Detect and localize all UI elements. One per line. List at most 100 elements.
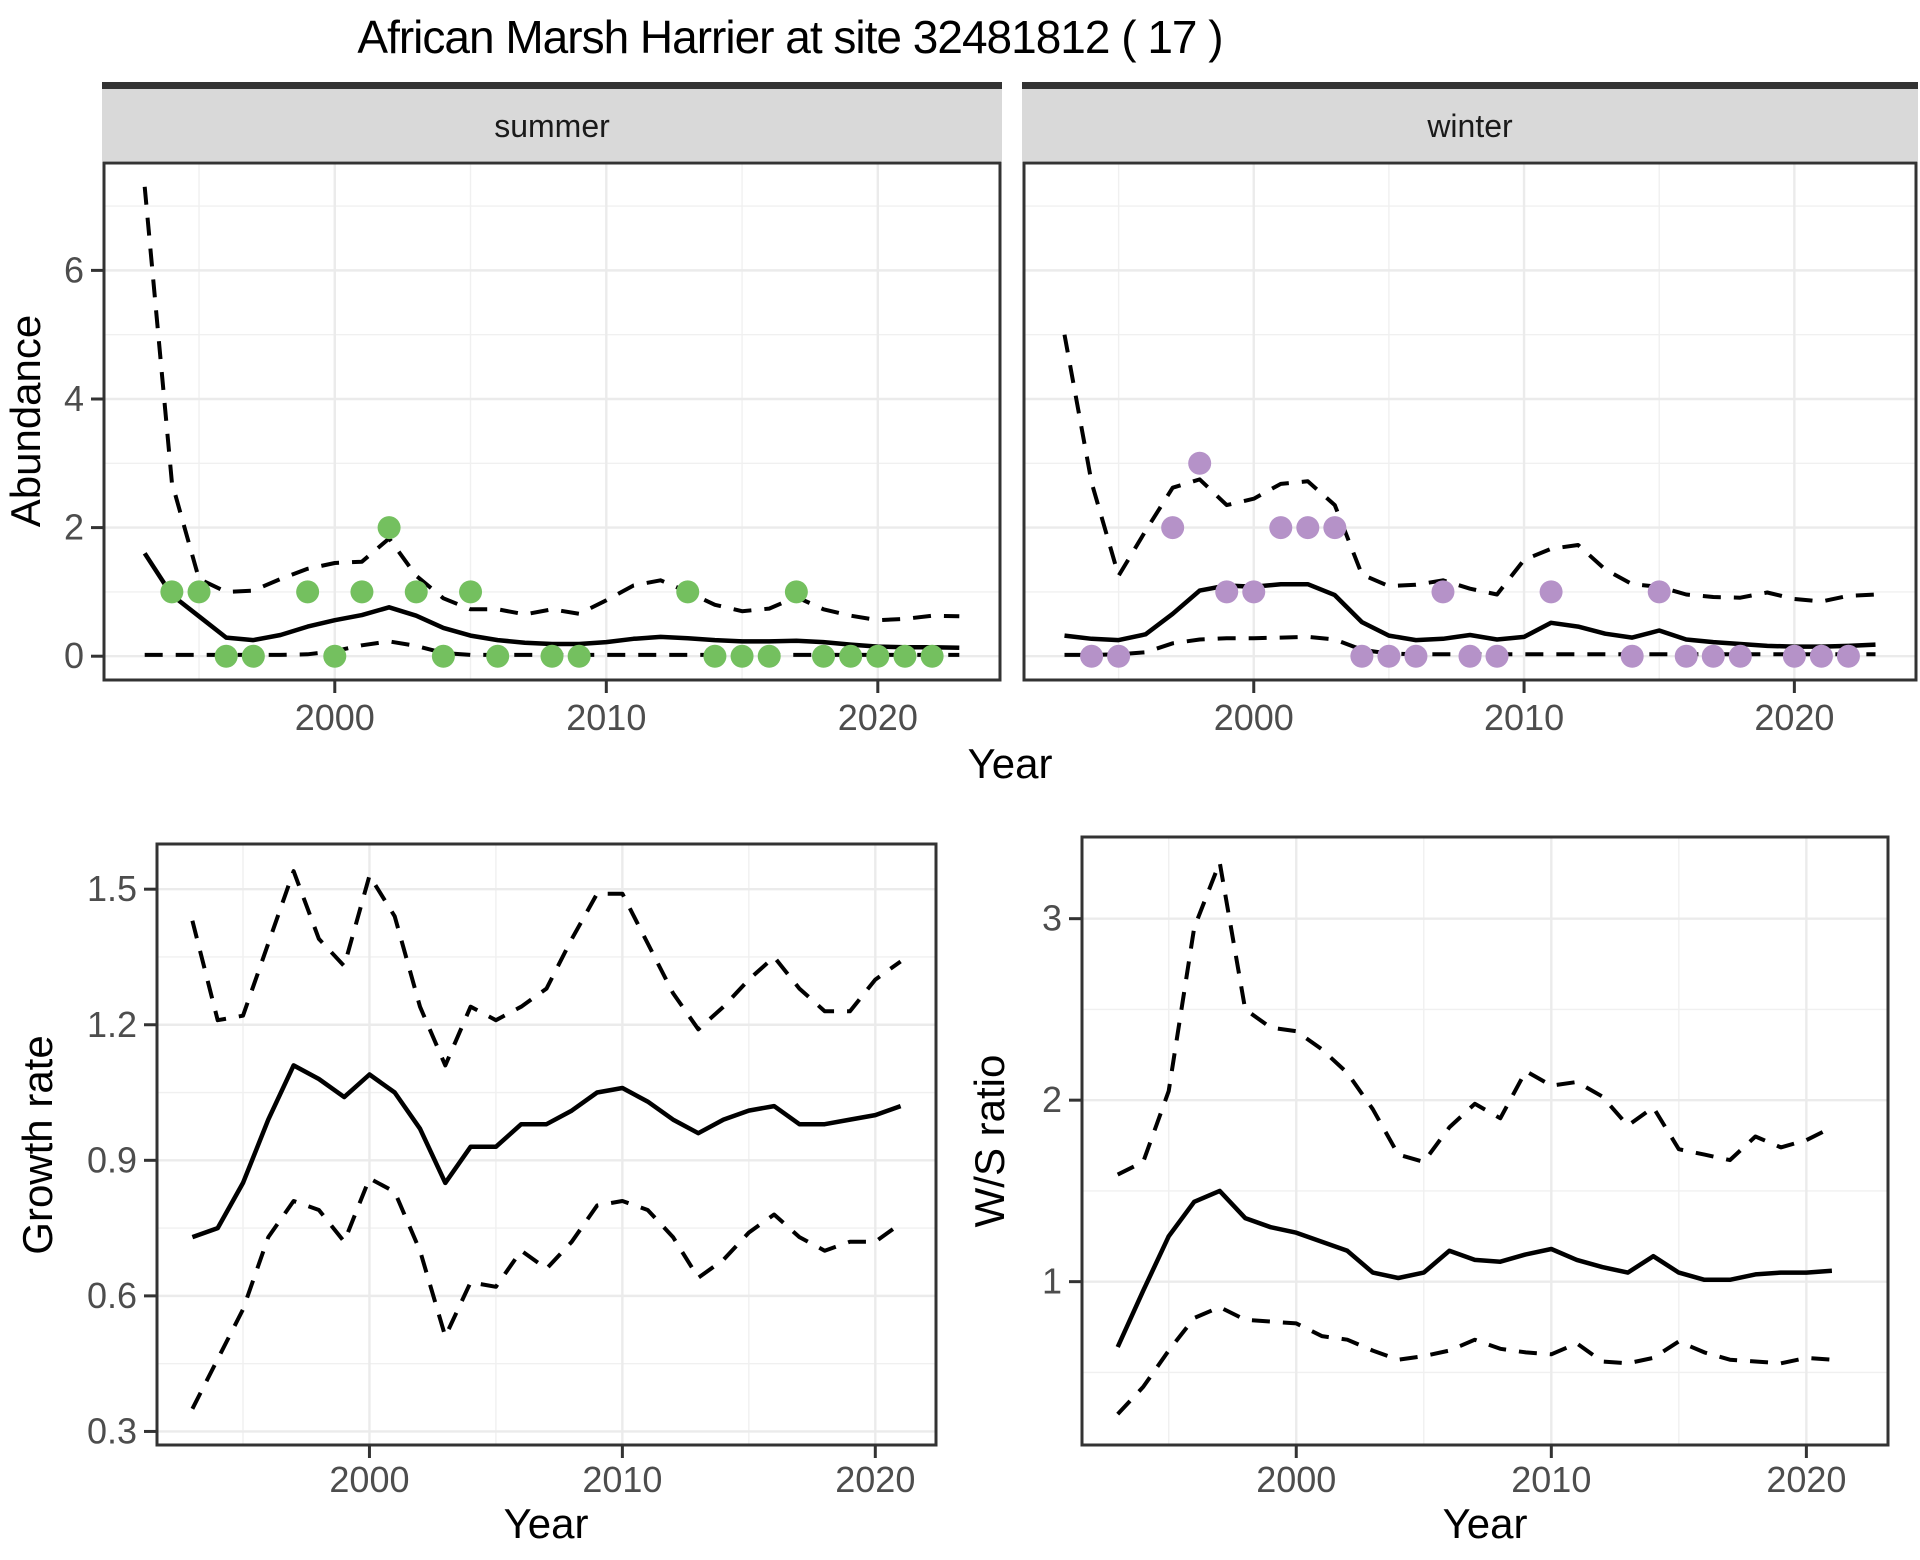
growth-rate-panel-border: [155, 842, 938, 1447]
y-tick-label: 0.9: [87, 1139, 137, 1180]
abundance-winter-data-point: [1242, 580, 1266, 604]
abundance-summer-data-point: [431, 644, 455, 668]
y-tick-label: 0.3: [87, 1410, 137, 1451]
bottom-right-year-axis-title: Year: [1443, 1500, 1528, 1547]
bottom-left-year-axis-title: Year: [504, 1500, 589, 1547]
abundance-summer-data-point: [757, 644, 781, 668]
abundance-winter-data-point: [1809, 644, 1833, 668]
abundance-summer-strip-label: summer: [494, 108, 610, 144]
abundance-summer-panel-border: [102, 161, 1002, 682]
abundance-winter-data-point: [1377, 644, 1401, 668]
abundance-winter-data-point: [1539, 580, 1563, 604]
abundance-winter-data-point: [1296, 516, 1320, 540]
abundance-summer-data-point: [784, 580, 808, 604]
x-tick-label: 2020: [1754, 697, 1834, 738]
ws-ratio-ci_lower-line: [1116, 1305, 1833, 1416]
abundance-summer-data-point: [404, 580, 428, 604]
abundance-winter-data-point: [1188, 451, 1212, 475]
abundance-summer-fitted-line: [142, 552, 960, 651]
abundance-winter-data-point: [1161, 516, 1185, 540]
ws-ratio-axis-title: W/S ratio: [966, 1055, 1013, 1228]
abundance-winter-ci_upper-line: [1062, 334, 1876, 604]
abundance-winter-data-point: [1782, 644, 1806, 668]
x-tick-label: 2020: [838, 697, 918, 738]
abundance-winter-data-point: [1485, 644, 1509, 668]
abundance-summer-data-point: [214, 644, 238, 668]
x-tick-label: 2010: [566, 697, 646, 738]
abundance-summer-data-point: [187, 580, 211, 604]
abundance-winter-fitted-line: [1064, 581, 1876, 649]
abundance-summer-data-point: [703, 644, 727, 668]
abundance-summer-data-point: [839, 644, 863, 668]
abundance-summer-data-point: [160, 580, 184, 604]
abundance-summer-panel-bg: [104, 163, 1000, 680]
growth-rate-axis-title: Growth rate: [14, 1035, 61, 1254]
ws-ratio-panel-border: [1080, 835, 1890, 1447]
abundance-summer-data-point: [676, 580, 700, 604]
abundance-summer-data-point: [567, 644, 591, 668]
abundance-summer-data-point: [459, 580, 483, 604]
abundance-summer-ci_upper-line: [142, 186, 960, 623]
ws-ratio-fitted-line: [1115, 1188, 1833, 1348]
abundance-summer-strip: [102, 89, 1002, 161]
abundance-summer-data-point: [730, 644, 754, 668]
abundance-winter-data-point: [1836, 644, 1860, 668]
abundance-summer-data-point: [920, 644, 944, 668]
abundance-winter-data-point: [1215, 580, 1239, 604]
abundance-winter-data-point: [1458, 644, 1482, 668]
ws-ratio-ci_upper-line: [1116, 860, 1833, 1177]
abundance-winter-strip-top-border: [1022, 82, 1918, 89]
growth-rate-panel-bg: [157, 844, 936, 1445]
y-tick-label: 1: [1042, 1261, 1062, 1302]
abundance-summer-data-point: [241, 644, 265, 668]
abundance-winter-data-point: [1728, 644, 1752, 668]
abundance-summer-data-point: [812, 644, 836, 668]
abundance-summer-data-point: [540, 644, 564, 668]
x-tick-label: 2000: [295, 697, 375, 738]
abundance-winter-data-point: [1350, 644, 1374, 668]
abundance-summer-data-point: [323, 644, 347, 668]
ws-ratio-panel-bg: [1082, 837, 1888, 1445]
abundance-summer-data-point: [893, 644, 917, 668]
abundance-winter-data-point: [1080, 644, 1104, 668]
y-tick-label: 3: [1042, 898, 1062, 939]
abundance-winter-data-point: [1269, 516, 1293, 540]
abundance-winter-data-point: [1404, 644, 1428, 668]
y-tick-label: 1.2: [87, 1004, 137, 1045]
abundance-winter-panel-border: [1022, 161, 1918, 682]
abundance-summer-data-point: [296, 580, 320, 604]
y-tick-label: 4: [64, 378, 84, 419]
x-tick-label: 2000: [1256, 1459, 1336, 1500]
growth-rate-ci_upper-line: [190, 869, 902, 1068]
abundance-winter-data-point: [1323, 516, 1347, 540]
x-tick-label: 2010: [1511, 1459, 1591, 1500]
growth-rate-fitted-line: [191, 1063, 902, 1240]
y-tick-label: 2: [1042, 1079, 1062, 1120]
abundance-summer-data-point: [350, 580, 374, 604]
abundance-winter-strip: [1022, 89, 1918, 161]
abundance-summer-data-point: [377, 516, 401, 540]
abundance-summer-data-point: [486, 644, 510, 668]
x-tick-label: 2010: [582, 1459, 662, 1500]
abundance-winter-data-point: [1647, 580, 1671, 604]
y-tick-label: 2: [64, 507, 84, 548]
y-tick-label: 6: [64, 249, 84, 290]
abundance-winter-data-point: [1620, 644, 1644, 668]
abundance-winter-data-point: [1431, 580, 1455, 604]
top-year-axis-title: Year: [968, 740, 1053, 787]
figure-title: African Marsh Harrier at site 32481812 (…: [357, 11, 1223, 63]
abundance-winter-data-point: [1107, 644, 1131, 668]
x-tick-label: 2020: [835, 1459, 915, 1500]
x-tick-label: 2010: [1484, 697, 1564, 738]
y-tick-label: 1.5: [87, 868, 137, 909]
abundance-winter-data-point: [1701, 644, 1725, 668]
abundance-winter-panel-bg: [1024, 163, 1916, 680]
abundance-summer-data-point: [866, 644, 890, 668]
x-tick-label: 2000: [1214, 697, 1294, 738]
y-tick-label: 0.6: [87, 1275, 137, 1316]
x-tick-label: 2020: [1766, 1459, 1846, 1500]
y-tick-label: 0: [64, 635, 84, 676]
abundance-winter-strip-label: winter: [1426, 108, 1513, 144]
